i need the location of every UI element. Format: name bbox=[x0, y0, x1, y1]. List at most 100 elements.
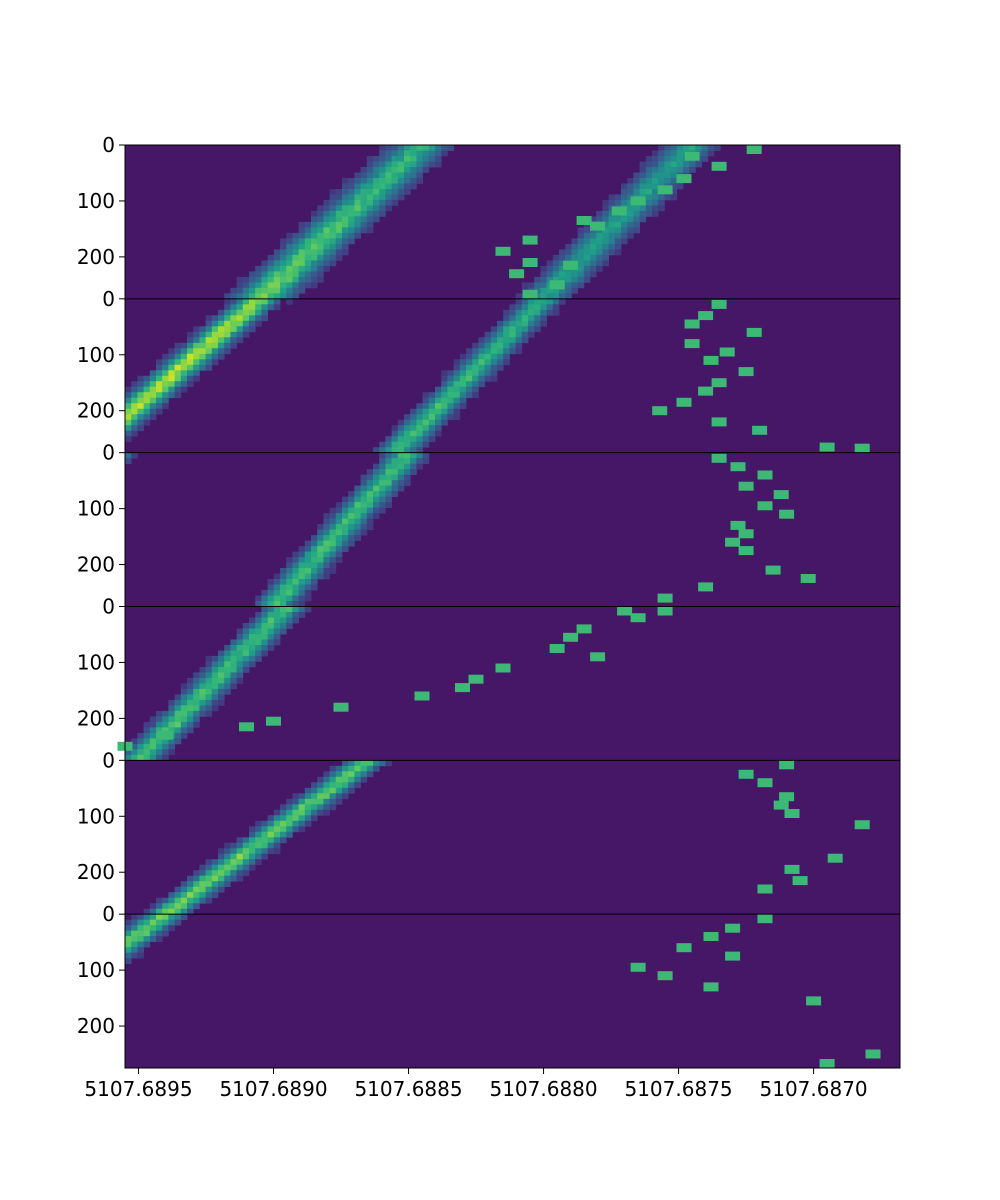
marker-cell bbox=[738, 481, 754, 491]
heatmap-cell bbox=[131, 743, 138, 750]
heatmap-cell bbox=[404, 425, 411, 432]
heatmap-cell bbox=[156, 392, 163, 399]
heatmap-cell bbox=[273, 282, 281, 289]
heatmap-cell bbox=[552, 260, 560, 267]
heatmap-cell bbox=[614, 216, 622, 223]
heatmap-cell bbox=[565, 249, 572, 256]
heatmap-cell bbox=[497, 337, 504, 344]
marker-cell bbox=[630, 613, 646, 623]
heatmap-cell bbox=[472, 375, 479, 382]
heatmap-cell bbox=[149, 381, 157, 388]
heatmap-cell bbox=[242, 315, 250, 322]
heatmap-cell bbox=[125, 958, 132, 964]
heatmap-cell bbox=[261, 287, 268, 294]
heatmap-cell bbox=[255, 623, 262, 629]
heatmap-cell bbox=[249, 315, 256, 322]
heatmap-cell bbox=[546, 287, 554, 294]
heatmap-cell bbox=[304, 568, 312, 574]
heatmap-cell bbox=[366, 518, 374, 525]
heatmap-cell bbox=[397, 474, 405, 481]
heatmap-cell bbox=[149, 908, 157, 915]
heatmap-cell bbox=[224, 875, 231, 882]
heatmap-cell bbox=[199, 683, 206, 690]
heatmap-cell bbox=[311, 210, 318, 217]
heatmap-cell bbox=[286, 606, 293, 613]
heatmap-cell bbox=[621, 199, 628, 206]
heatmap-cell bbox=[311, 562, 318, 569]
heatmap-cell bbox=[379, 199, 386, 206]
heatmap-cell bbox=[205, 655, 213, 662]
heatmap-cell bbox=[168, 892, 175, 899]
heatmap-cell bbox=[373, 172, 380, 179]
heatmap-cell bbox=[410, 156, 417, 162]
heatmap-cell bbox=[515, 337, 523, 344]
heatmap-cell bbox=[410, 150, 417, 157]
heatmap-cell bbox=[676, 156, 684, 162]
heatmap-cell bbox=[211, 859, 219, 866]
heatmap-cell bbox=[249, 650, 256, 657]
heatmap-cell bbox=[168, 353, 175, 360]
heatmap-cell bbox=[497, 320, 504, 327]
heatmap-cell bbox=[224, 842, 231, 849]
heatmap-cell bbox=[391, 430, 399, 437]
heatmap-cell bbox=[273, 848, 281, 855]
heatmap-cell bbox=[149, 925, 157, 932]
heatmap-cell bbox=[329, 189, 337, 195]
heatmap-cell bbox=[583, 243, 591, 250]
heatmap-cell bbox=[199, 337, 206, 344]
heatmap-cell bbox=[385, 194, 392, 201]
heatmap-cell bbox=[335, 513, 343, 519]
heatmap-cell bbox=[242, 634, 250, 640]
heatmap-cell bbox=[218, 661, 225, 668]
heatmap-cell bbox=[149, 743, 157, 750]
heatmap-cell bbox=[292, 562, 299, 569]
heatmap-cell bbox=[348, 205, 355, 212]
heatmap-cell bbox=[472, 359, 479, 366]
heatmap-cell bbox=[193, 688, 200, 695]
heatmap-cell bbox=[162, 353, 169, 360]
heatmap-cell bbox=[236, 666, 244, 673]
heatmap-cell bbox=[373, 161, 380, 168]
heatmap-cell bbox=[540, 282, 547, 289]
heatmap-cell bbox=[187, 716, 194, 723]
heatmap-cell bbox=[211, 326, 219, 333]
y-tick-label: 0 bbox=[102, 595, 115, 619]
heatmap-cell bbox=[342, 496, 349, 503]
heatmap-cell bbox=[205, 315, 213, 322]
heatmap-cell bbox=[447, 403, 454, 410]
heatmap-cell bbox=[670, 145, 678, 151]
heatmap-cell bbox=[261, 853, 268, 860]
heatmap-cell bbox=[224, 864, 231, 871]
heatmap-cell bbox=[596, 249, 603, 256]
heatmap-cell bbox=[230, 683, 237, 690]
heatmap-cell bbox=[335, 524, 343, 530]
heatmap-cell bbox=[131, 425, 138, 432]
heatmap-cell bbox=[125, 749, 132, 756]
heatmap-cell bbox=[205, 359, 213, 366]
heatmap-cell bbox=[261, 612, 268, 618]
heatmap-cell bbox=[255, 848, 262, 855]
heatmap-cell bbox=[627, 178, 634, 184]
heatmap-cell bbox=[379, 760, 386, 767]
heatmap-cell bbox=[162, 919, 169, 926]
heatmap-cell bbox=[528, 320, 535, 327]
heatmap-cell bbox=[385, 469, 392, 475]
heatmap-cell bbox=[614, 243, 622, 250]
heatmap-cell bbox=[602, 254, 609, 261]
heatmap-cell bbox=[317, 210, 324, 217]
heatmap-cell bbox=[273, 639, 281, 646]
heatmap-cell bbox=[218, 870, 225, 877]
heatmap-cell bbox=[366, 474, 374, 481]
heatmap-cell bbox=[404, 414, 411, 421]
heatmap-cell bbox=[298, 254, 306, 261]
heatmap-cell bbox=[360, 172, 368, 179]
heatmap-cell bbox=[280, 238, 287, 245]
heatmap-cell bbox=[224, 853, 231, 860]
heatmap-cell bbox=[298, 590, 306, 596]
heatmap-cell bbox=[416, 161, 423, 168]
heatmap-cell bbox=[633, 216, 640, 223]
heatmap-cell bbox=[168, 381, 175, 388]
heatmap-cell bbox=[205, 859, 213, 866]
marker-cell bbox=[630, 962, 646, 972]
heatmap-cell bbox=[286, 601, 293, 607]
